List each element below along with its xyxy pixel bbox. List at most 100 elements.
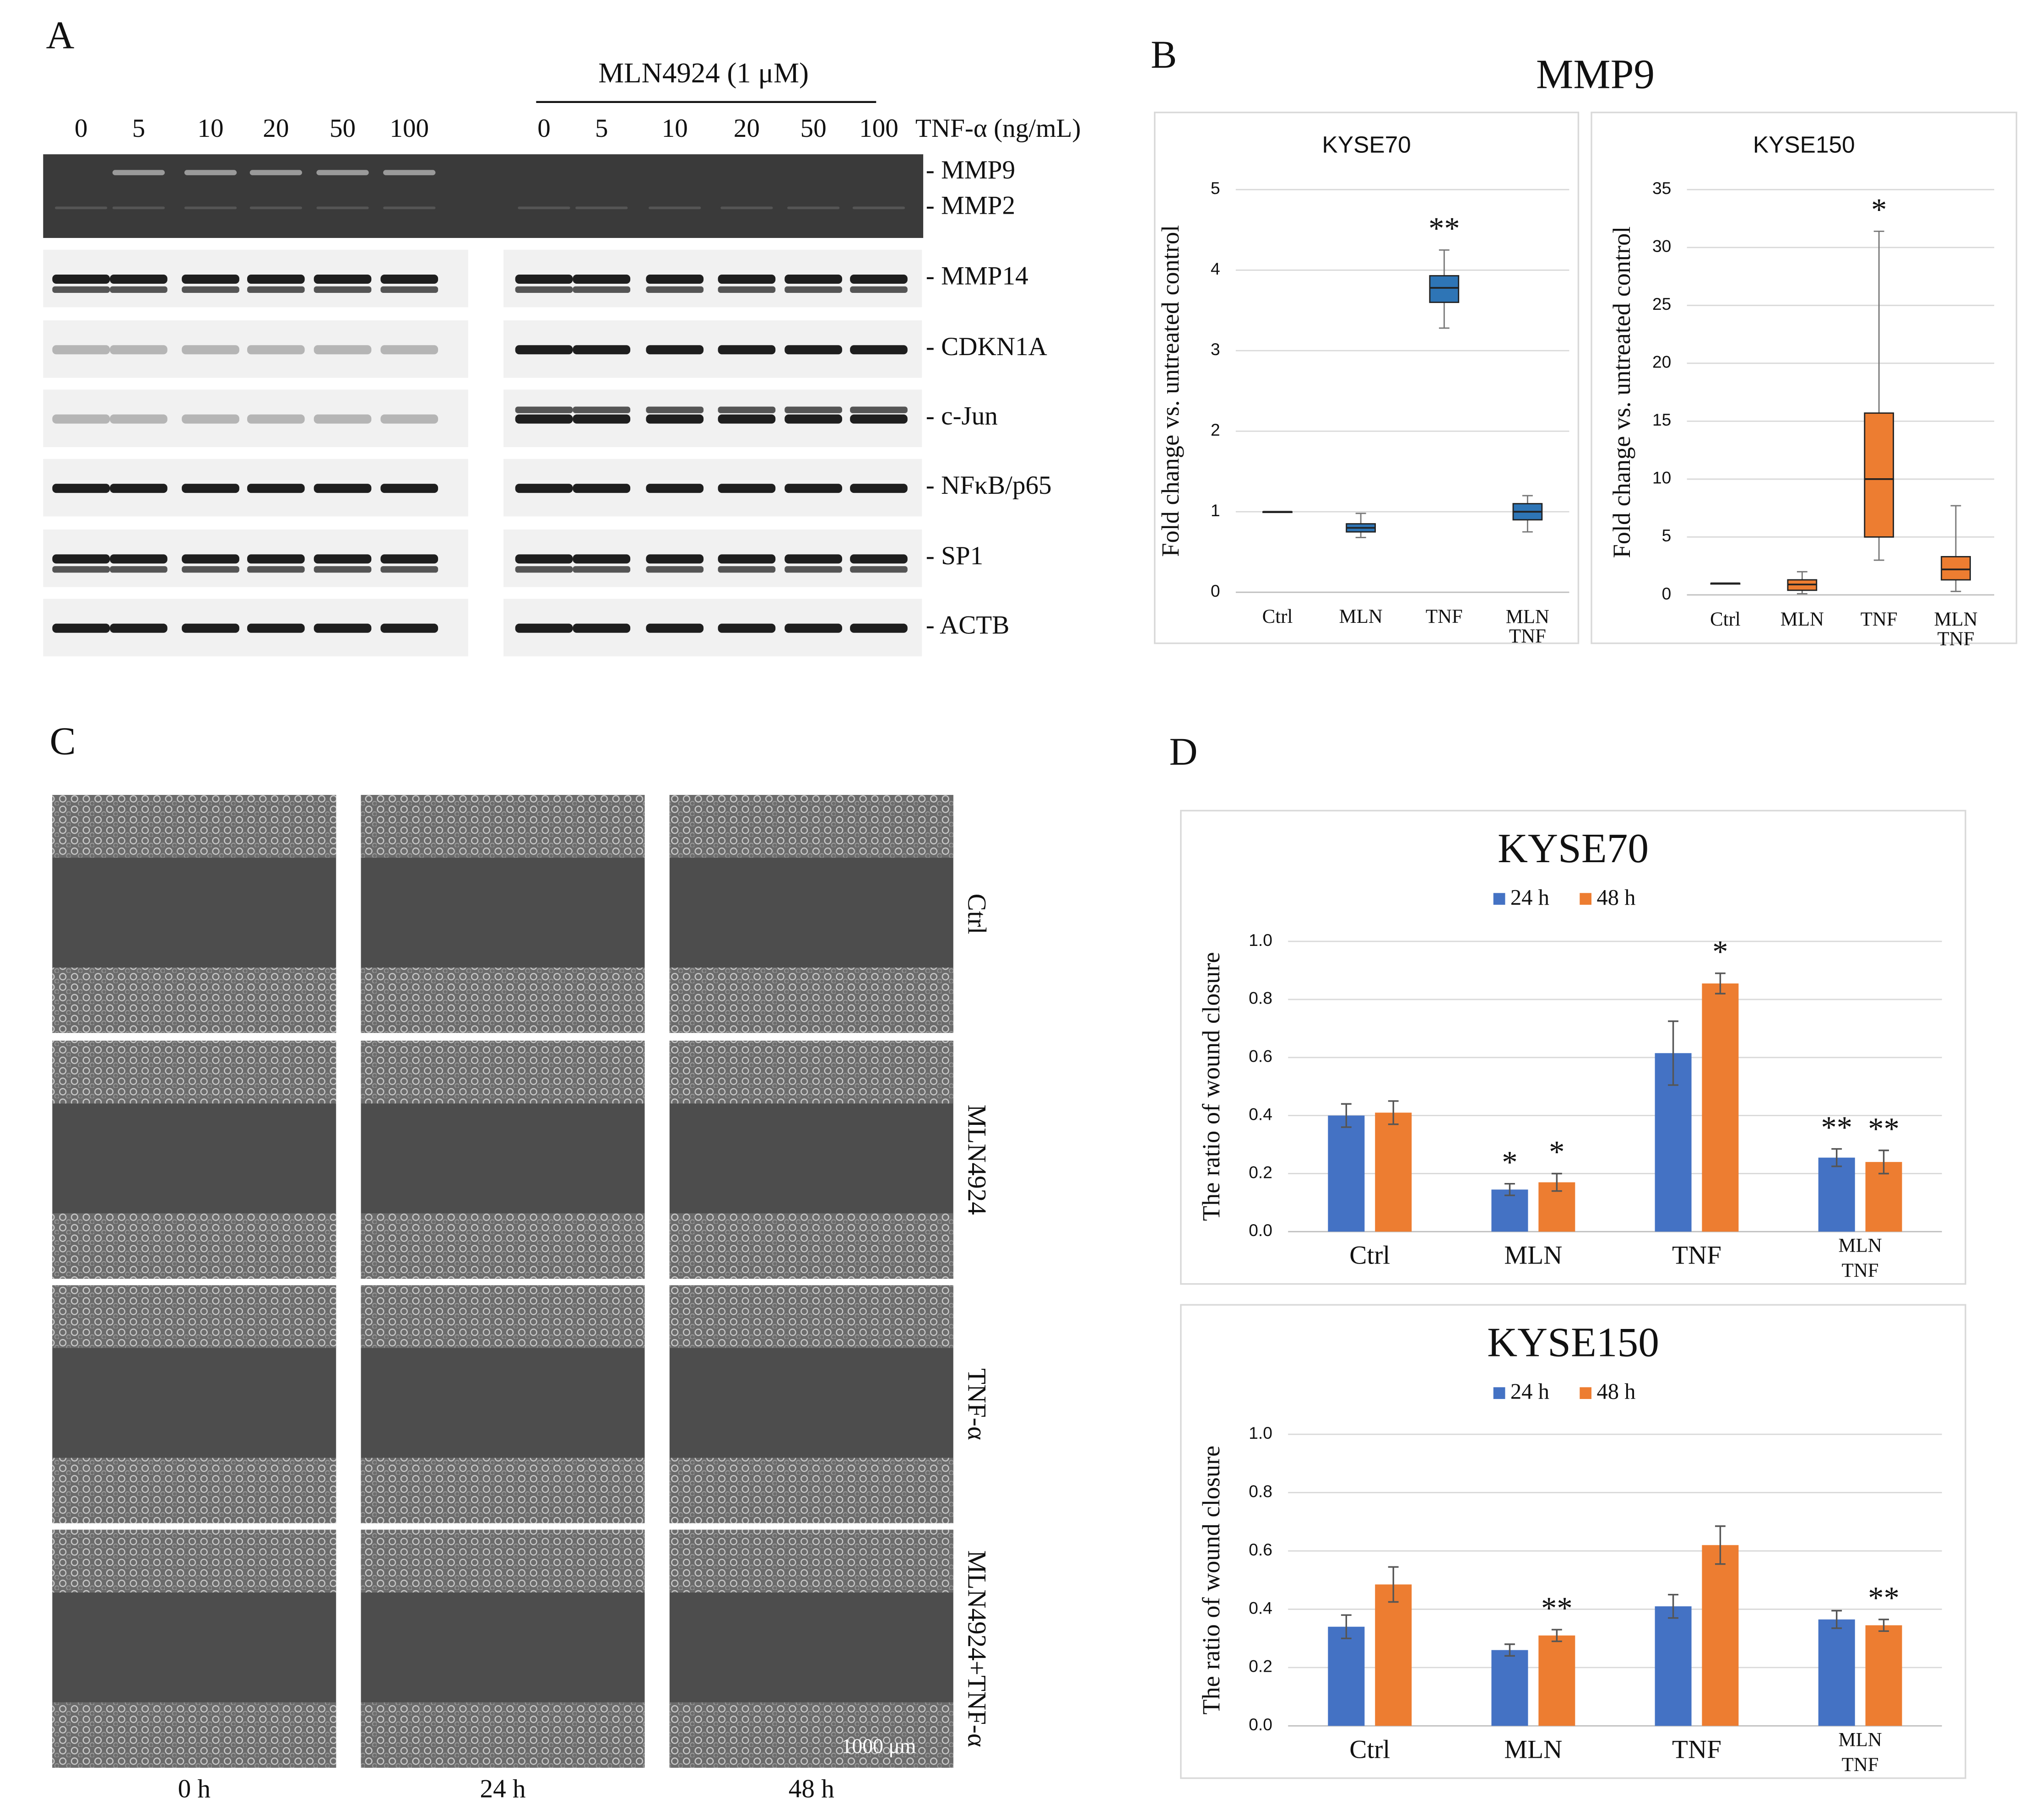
blot-band [646, 286, 704, 293]
blot-band [850, 286, 908, 293]
blot-band [182, 566, 239, 573]
blot-band [718, 554, 776, 564]
panel-letter: C [50, 719, 76, 763]
zymo-band [55, 206, 108, 210]
x-tick-label: TNF [1672, 1735, 1721, 1764]
blot-band [718, 484, 776, 493]
blot-band [718, 274, 776, 284]
blot-band [314, 286, 372, 293]
blot-band [182, 274, 239, 284]
zymo-band [316, 170, 369, 175]
cell-layer [52, 1041, 336, 1104]
protein-label: - CDKN1A [926, 332, 1047, 361]
blot-band [182, 554, 239, 564]
blot-band [52, 566, 110, 573]
y-tick-label: 0 [1662, 584, 1672, 603]
blot-band [52, 286, 110, 293]
x-tick-label: MLN TNF [1839, 1235, 1882, 1281]
significance: * [1549, 1134, 1564, 1169]
blot-band [850, 566, 908, 573]
cell-layer [52, 967, 336, 1033]
x-tick-label: MLN TNF [1506, 606, 1549, 647]
blot-band [850, 274, 908, 284]
blot-band [247, 345, 305, 355]
zymo-band [852, 206, 905, 210]
x-tick-label: MLN [1504, 1241, 1562, 1270]
error-bar [1504, 1183, 1515, 1196]
x-tick-label: Ctrl [1349, 1241, 1390, 1270]
blot-band [785, 554, 842, 564]
blot-band [785, 286, 842, 293]
error-bar [1504, 1643, 1515, 1657]
dose-label: 10 [662, 114, 688, 143]
time-label: 48 h [789, 1774, 834, 1803]
y-tick-label: 0.2 [1249, 1657, 1272, 1676]
blot-band [718, 623, 776, 633]
significance: ** [1868, 1111, 1899, 1146]
significance: * [1712, 934, 1728, 969]
blot-band [182, 623, 239, 633]
y-tick-label: 0.8 [1249, 1481, 1272, 1501]
error-bar [1551, 1629, 1562, 1642]
blot-band [182, 414, 239, 424]
blot-band [110, 345, 168, 355]
significance: ** [1541, 1591, 1573, 1626]
protein-label: - MMP2 [926, 191, 1015, 220]
cell-layer [361, 1285, 645, 1348]
blot-band [515, 566, 573, 573]
zymo-band [184, 206, 237, 210]
y-tick-label: 25 [1652, 294, 1671, 313]
panel-letter: B [1151, 33, 1177, 76]
cell-layer [52, 1213, 336, 1279]
blot-band [573, 566, 631, 573]
blot-band [515, 484, 573, 493]
blot-band [785, 406, 842, 413]
blot-band [573, 554, 631, 564]
y-tick-label: 3 [1211, 340, 1220, 359]
blot-band [515, 274, 573, 284]
zymo-band [112, 170, 165, 175]
y-tick-label: 1 [1211, 501, 1220, 520]
blot-band [850, 414, 908, 424]
blot-band [380, 274, 438, 284]
cell-layer [669, 795, 953, 858]
significance: ** [1868, 1580, 1899, 1615]
y-tick-label: 35 [1652, 178, 1671, 198]
chart-frame [1591, 111, 2018, 644]
time-label: 0 h [178, 1774, 211, 1803]
blot-band [515, 414, 573, 424]
x-tick-label: MLN [1780, 609, 1824, 630]
y-tick-label: 20 [1652, 352, 1671, 372]
label-line: MLN [1506, 606, 1549, 627]
cell-layer [361, 1213, 645, 1279]
protein-label: - ACTB [926, 610, 1010, 639]
dose-label: 20 [263, 114, 289, 143]
blot-band [52, 345, 110, 355]
blot-band [785, 623, 842, 633]
y-tick-label: 5 [1211, 178, 1220, 198]
cell-layer [52, 1285, 336, 1348]
bar [1538, 1635, 1575, 1726]
protein-label: - MMP14 [926, 262, 1028, 291]
error-bar [1341, 1103, 1352, 1128]
blot-band [182, 345, 239, 355]
bar [1865, 1625, 1902, 1726]
legend-swatch [1580, 893, 1592, 905]
blot-band [314, 554, 372, 564]
bar [1328, 1626, 1365, 1726]
blot-band [718, 345, 776, 355]
cell-layer [361, 1041, 645, 1104]
scale-bar-label: 1000 μm [841, 1734, 916, 1757]
blot-band [718, 566, 776, 573]
blot-band [247, 286, 305, 293]
dose-label: 0 [537, 114, 551, 143]
dose-label: 5 [132, 114, 146, 143]
panel-letter: D [1169, 730, 1198, 773]
blot-band [646, 554, 704, 564]
chart-frame [1154, 111, 1580, 644]
blot-band [785, 566, 842, 573]
y-tick-label: 0.0 [1249, 1715, 1272, 1734]
blot-band [718, 286, 776, 293]
y-tick-label: 0.2 [1249, 1162, 1272, 1182]
